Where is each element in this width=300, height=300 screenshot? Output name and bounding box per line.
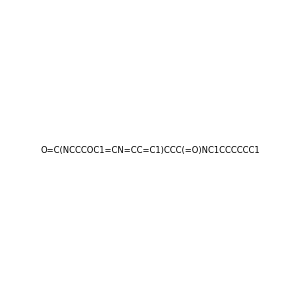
- Text: O=C(NCCCOC1=CN=CC=C1)CCC(=O)NC1CCCCCC1: O=C(NCCCOC1=CN=CC=C1)CCC(=O)NC1CCCCCC1: [40, 146, 260, 154]
